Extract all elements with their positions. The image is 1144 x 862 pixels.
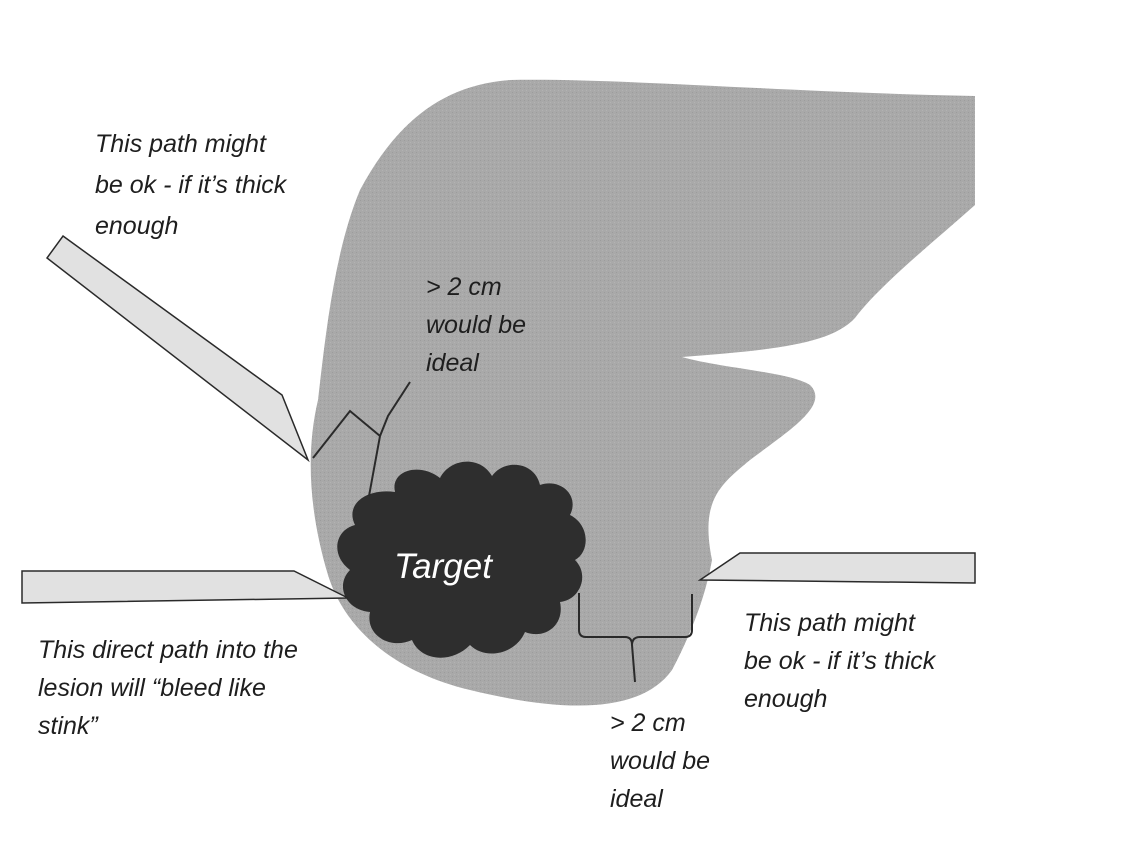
upper-distance-leader bbox=[379, 381, 411, 437]
note-line: This path might bbox=[744, 609, 916, 637]
note-line: stink” bbox=[38, 712, 99, 740]
upper-distance-bracket bbox=[312, 409, 382, 497]
note-line: be ok - if it’s thick bbox=[744, 647, 937, 675]
note-line: would be bbox=[426, 311, 526, 339]
note-line: be ok - if it’s thick bbox=[95, 171, 288, 199]
needle-upper-left bbox=[45, 234, 310, 463]
note-line: enough bbox=[95, 212, 178, 240]
upper-left-path-note: This path might be ok - if it’s thick en… bbox=[95, 130, 293, 240]
note-line: enough bbox=[744, 685, 827, 713]
needle-right bbox=[697, 552, 976, 584]
note-line: ideal bbox=[610, 785, 664, 813]
note-line: > 2 cm bbox=[610, 709, 686, 737]
note-line: This path might bbox=[95, 130, 267, 158]
note-line: This direct path into the bbox=[38, 636, 298, 664]
note-line: > 2 cm bbox=[426, 273, 502, 301]
lower-distance-note: > 2 cm would be ideal bbox=[610, 709, 717, 813]
right-path-note: This path might be ok - if it’s thick en… bbox=[744, 609, 942, 713]
note-line: ideal bbox=[426, 349, 480, 377]
note-line: would be bbox=[610, 747, 710, 775]
target-lesion bbox=[337, 461, 586, 658]
note-line: lesion will “bleed like bbox=[38, 674, 266, 702]
target-label: Target bbox=[394, 547, 493, 586]
lower-distance-bracket bbox=[578, 593, 693, 683]
direct-path-note: This direct path into the lesion will “b… bbox=[38, 636, 305, 740]
needle-direct-left bbox=[21, 570, 349, 604]
upper-distance-note: > 2 cm would be ideal bbox=[426, 273, 533, 377]
